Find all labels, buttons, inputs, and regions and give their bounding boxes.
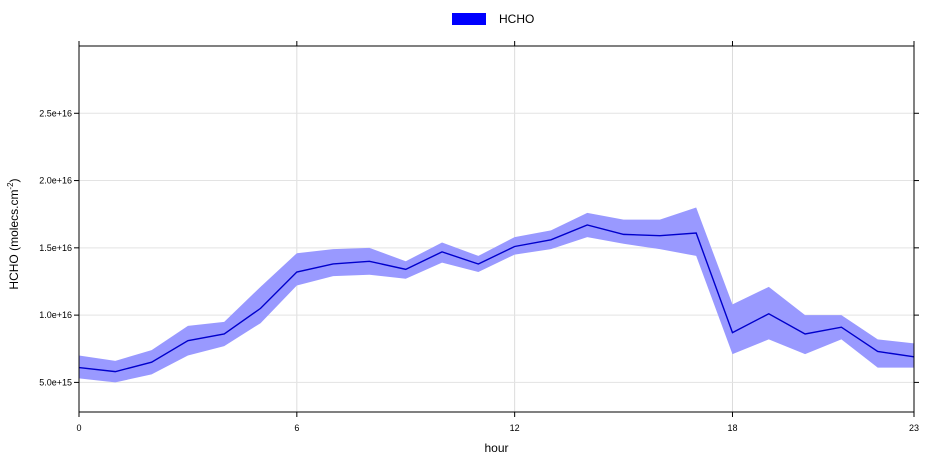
y-tick-label: 2.5e+16 bbox=[39, 108, 72, 118]
x-tick-label: 23 bbox=[909, 423, 919, 433]
x-tick-label: 0 bbox=[76, 423, 81, 433]
uncertainty-band bbox=[79, 207, 914, 383]
y-tick-label: 5.0e+15 bbox=[39, 377, 72, 387]
mean-line bbox=[78, 224, 915, 373]
ticks: 0 6 12 18 23 5.0e+15 1.0e+16 1.5e+16 2.0e+16 2.5e… bbox=[39, 41, 919, 433]
legend-swatch bbox=[452, 13, 486, 25]
y-axis-title-main: HCHO (molecs.cm bbox=[7, 190, 21, 290]
y-tick-label: 1.5e+16 bbox=[39, 243, 72, 253]
x-axis-title: hour bbox=[484, 441, 508, 455]
legend: HCHO bbox=[452, 10, 534, 28]
plot-frame bbox=[78, 45, 915, 413]
x-tick-label: 6 bbox=[294, 423, 299, 433]
x-tick-label: 18 bbox=[727, 423, 737, 433]
y-axis-title: HCHO (molecs.cm-2) bbox=[6, 178, 21, 289]
y-tick-label: 2.0e+16 bbox=[39, 176, 72, 186]
y-axis-title-superscript: -2 bbox=[6, 182, 15, 190]
x-tick-label: 12 bbox=[510, 423, 520, 433]
y-axis-title-close: ) bbox=[7, 178, 21, 182]
y-tick-label: 1.0e+16 bbox=[39, 310, 72, 320]
grid bbox=[79, 46, 914, 412]
legend-label: HCHO bbox=[499, 12, 535, 26]
